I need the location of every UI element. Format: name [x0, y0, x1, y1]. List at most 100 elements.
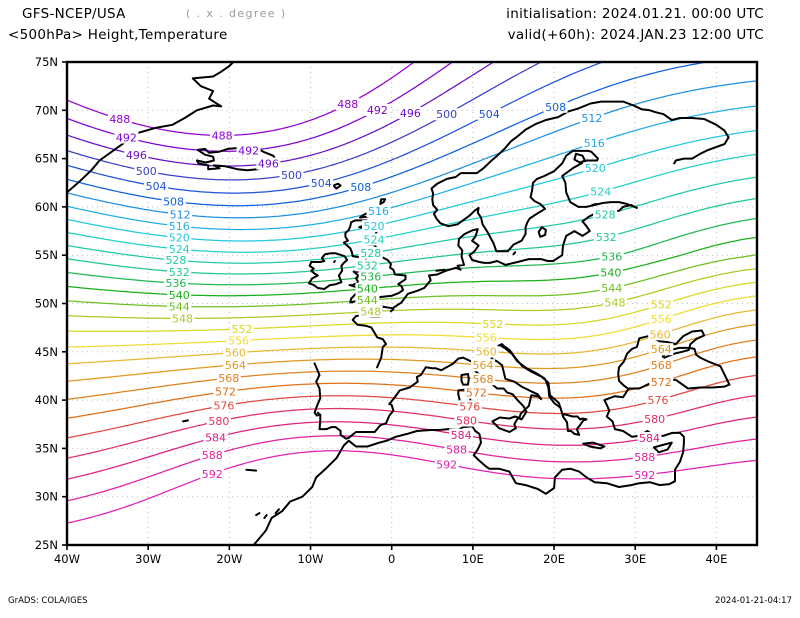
contour-label-516: 516 [584, 137, 605, 150]
contour-label-556: 556 [651, 313, 672, 326]
contour-label-544: 544 [601, 282, 622, 295]
contour-label-532: 532 [357, 259, 378, 272]
contour-label-halo [603, 296, 628, 309]
contour-label-588: 588 [446, 444, 467, 457]
contour-label-halo [593, 208, 618, 221]
coastline-segment [307, 252, 349, 290]
contour-label-516: 516 [368, 205, 389, 218]
contour-label-488: 488 [212, 129, 233, 142]
contour-label-halo [236, 144, 261, 157]
x-tick-label: 20W [216, 552, 242, 566]
contour-label-524: 524 [590, 186, 611, 199]
contour-label-576: 576 [213, 400, 234, 413]
contour-label-halo [167, 231, 192, 244]
y-tick-label: 30N [35, 490, 58, 504]
contour-label-halo [464, 386, 489, 399]
contour-label-524: 524 [169, 243, 190, 256]
contour-label-halo [362, 233, 387, 246]
contour-label-528: 528 [360, 247, 381, 260]
contour-label-halo [457, 400, 482, 413]
x-tick-label: 10E [462, 552, 484, 566]
contour-label-halo [480, 317, 505, 330]
contour-label-580: 580 [644, 413, 665, 426]
contour-label-552: 552 [651, 299, 672, 312]
y-tick-label: 40N [35, 393, 58, 407]
x-tick-label: 40W [54, 552, 80, 566]
contour-label-588: 588 [202, 449, 223, 462]
contour-label-528: 528 [165, 254, 186, 267]
contour-label-568: 568 [218, 372, 239, 385]
coastline-segment [255, 512, 261, 517]
contour-label-halo [226, 334, 251, 347]
contour-label-halo [161, 195, 186, 208]
contour-label-halo [649, 375, 674, 388]
contour-label-564: 564 [225, 359, 246, 372]
contour-label-496: 496 [126, 149, 147, 162]
contour-label-halo [170, 312, 195, 325]
contour-label-halo [309, 177, 334, 190]
coastline-segment [477, 19, 562, 38]
x-tick-label: 0 [388, 552, 395, 566]
contour-label-halo [355, 259, 380, 272]
contour-label-496: 496 [258, 158, 279, 171]
contour-label-556: 556 [476, 332, 497, 345]
coastline-segment [316, 411, 321, 416]
contour-label-halo [206, 415, 231, 428]
y-tick-label: 35N [35, 441, 58, 455]
coastline-segment [785, 342, 800, 361]
contour-label-halo [211, 399, 236, 412]
contour-label-496: 496 [400, 107, 421, 120]
contour-label-536: 536 [360, 271, 381, 284]
contour-label-572: 572 [215, 386, 236, 399]
contour-label-508: 508 [545, 101, 566, 114]
contour-label-halo [124, 148, 149, 161]
contour-label-halo [358, 270, 383, 283]
contour-label-halo [358, 305, 383, 318]
y-tick-label: 70N [35, 103, 58, 117]
contour-label-548: 548 [172, 312, 193, 325]
contour-label-520: 520 [364, 220, 385, 233]
contour-label-halo [434, 458, 459, 471]
contour-label-halo [474, 345, 499, 358]
coastline-segment [182, 419, 189, 423]
coastline-segment [617, 329, 731, 390]
contour-label-halo [454, 414, 479, 427]
contour-label-halo [167, 220, 192, 233]
initialisation-time: initialisation: 2024.01.21. 00:00 UTC [506, 6, 764, 22]
contour-label-halo [599, 282, 624, 295]
contour-label-halo [434, 108, 459, 121]
contour-label-488: 488 [337, 98, 358, 111]
contour-label-576: 576 [647, 394, 668, 407]
coastlines [67, 19, 800, 545]
contour-label-halo [107, 113, 132, 126]
contour-label-588: 588 [634, 451, 655, 464]
coastline-segment [313, 343, 588, 440]
y-tick-label: 45N [35, 345, 58, 359]
coastline-segment [332, 182, 342, 190]
contour-label-572: 572 [651, 376, 672, 389]
coastline-segment [333, 260, 336, 263]
contour-label-508: 508 [350, 181, 371, 194]
contour-label-halo [210, 129, 235, 142]
contour-label-halo [366, 205, 391, 218]
contour-label-halo [256, 157, 281, 170]
contour-label-halo [588, 185, 613, 198]
valid-time: valid(+60h): 2024.JAN.23 12:00 UTC [507, 27, 764, 43]
contour-label-halo [213, 385, 238, 398]
contour-label-halo [444, 443, 469, 456]
contour-label-568: 568 [651, 359, 672, 372]
field-title: <500hPa> Height,Temperature [8, 27, 228, 43]
contour-label-516: 516 [169, 220, 190, 233]
contour-label-halo [648, 328, 673, 341]
contour-label-halo [637, 432, 662, 445]
contour-label-halo [355, 282, 380, 295]
x-tick-label: 40E [705, 552, 727, 566]
y-tick-label: 55N [35, 248, 58, 262]
contour-label-540: 540 [600, 267, 621, 280]
contour-label-564: 564 [472, 359, 493, 372]
coastline-segment [379, 198, 387, 205]
contour-label-520: 520 [585, 162, 606, 175]
contour-label-556: 556 [228, 335, 249, 348]
contour-label-524: 524 [364, 233, 385, 246]
